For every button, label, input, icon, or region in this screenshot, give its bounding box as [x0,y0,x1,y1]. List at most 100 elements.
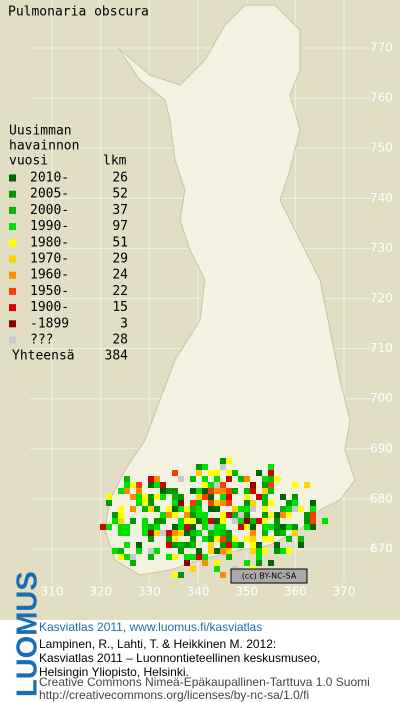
legend-swatch [9,239,16,247]
logo: LUOMUS [12,571,44,697]
observation-square [124,476,130,482]
observation-square [178,506,184,512]
observation-square [124,542,130,548]
legend-label: 2005- [30,187,69,202]
legend-swatch [9,287,16,295]
observation-square [256,548,262,554]
legend-count: 22 [112,284,128,299]
observation-square [166,536,172,542]
observation-square [190,524,196,530]
observation-square [196,530,202,536]
observation-square [280,512,286,518]
observation-square [268,464,274,470]
observation-square [250,530,256,536]
observation-square [214,506,220,512]
observation-square [118,512,124,518]
x-tick-label: 360 [284,585,307,599]
legend-swatch [9,255,16,263]
observation-square [262,548,268,554]
observation-square [184,542,190,548]
legend-count: 37 [112,203,128,218]
observation-square [130,518,136,524]
observation-square [190,512,196,518]
observation-square [172,572,178,578]
legend-label: 1970- [30,252,69,267]
observation-square [304,518,310,524]
legend-total: 384 [105,349,129,364]
observation-square [124,554,130,560]
observation-square [166,512,172,518]
observation-square [142,500,148,506]
observation-square [124,482,130,488]
observation-square [190,506,196,512]
observation-square [244,488,250,494]
observation-square [244,560,250,566]
observation-square [226,500,232,506]
observation-square [172,536,178,542]
observation-square [118,554,124,560]
observation-square [214,500,220,506]
observation-square [208,494,214,500]
observation-square [172,470,178,476]
observation-square [292,500,298,506]
link[interactable]: Kasviatlas 2011, www.luomus.fi/kasviatla… [39,620,262,634]
observation-square [142,530,148,536]
observation-square [148,476,154,482]
observation-square [226,542,232,548]
legend-count: 52 [112,187,128,202]
observation-square [106,500,112,506]
observation-square [190,518,196,524]
observation-square [250,482,256,488]
observation-square [154,548,160,554]
observation-square [250,488,256,494]
observation-square [184,506,190,512]
observation-square [172,494,178,500]
observation-square [166,542,172,548]
observation-square [310,524,316,530]
observation-square [172,512,178,518]
observation-square [190,536,196,542]
observation-square [178,542,184,548]
observation-square [292,524,298,530]
observation-square [244,512,250,518]
legend-label: -1899 [30,316,69,331]
observation-square [202,488,208,494]
legend-label: 1900- [30,300,69,315]
observation-square [262,488,268,494]
observation-square [160,518,166,524]
observation-square [130,560,136,566]
observation-square [178,500,184,506]
legend-label: 1960- [30,268,69,283]
observation-square [220,488,226,494]
observation-square [244,524,250,530]
observation-square [220,572,226,578]
observation-square [160,530,166,536]
observation-square [220,458,226,464]
observation-square [184,518,190,524]
observation-square [178,524,184,530]
observation-square [262,518,268,524]
observation-square [196,518,202,524]
observation-square [142,494,148,500]
observation-square [214,518,220,524]
observation-square [286,506,292,512]
legend-count: 15 [112,300,128,315]
observation-square [154,482,160,488]
observation-square [262,524,268,530]
observation-square [298,506,304,512]
y-tick-label: 730 [370,241,393,255]
observation-square [148,530,154,536]
observation-square [196,512,202,518]
license-badge: (cc) BY-NC-SA [230,568,308,584]
observation-square [226,530,232,536]
observation-square [184,560,190,566]
observation-square [118,518,124,524]
observation-square [142,506,148,512]
observation-square [250,542,256,548]
observation-square [226,548,232,554]
observation-square [262,536,268,542]
legend-swatch [9,174,16,182]
observation-square [148,482,154,488]
legend-count: 24 [112,268,128,283]
observation-square [202,518,208,524]
